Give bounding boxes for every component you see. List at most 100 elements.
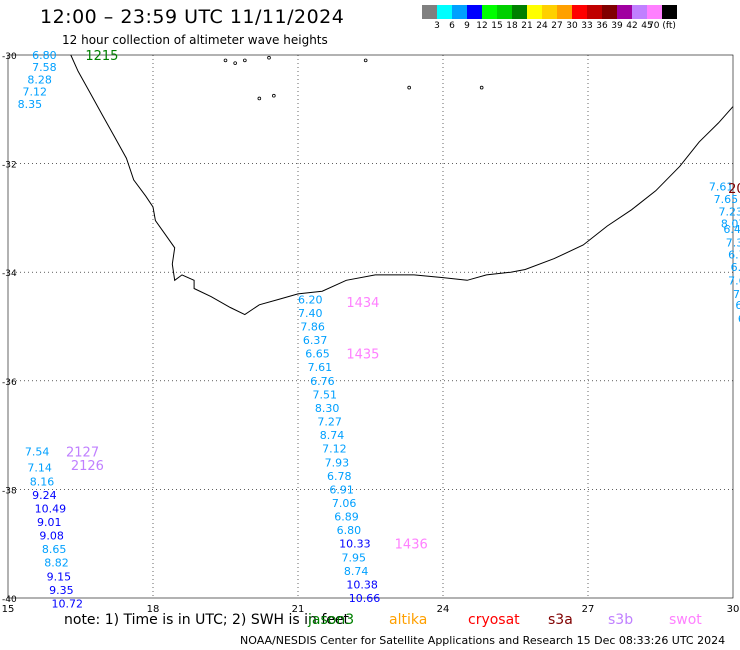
swh-value: 7.93 <box>325 456 350 469</box>
swh-value: 7.54 <box>25 445 49 458</box>
island <box>479 85 484 90</box>
latitude-tick-label: -34 <box>2 269 17 279</box>
swh-value: 8.74 <box>344 565 369 578</box>
legend-tick-label: 70 (ft) <box>648 21 676 31</box>
pass-time-label: 1436 <box>395 538 428 553</box>
swh-value: 6.91 <box>329 483 354 496</box>
legend-swatch <box>572 5 587 19</box>
swh-value: 9.01 <box>37 516 62 529</box>
swh-value: 6.76 <box>310 375 335 388</box>
island <box>363 58 368 63</box>
island <box>272 93 276 98</box>
swh-value: 9.24 <box>32 489 57 502</box>
latitude-tick-label: -38 <box>2 486 17 496</box>
swh-value: 10.38 <box>346 578 378 591</box>
swh-value: 7.27 <box>317 416 342 429</box>
legend-tick-label: 45 <box>641 21 653 31</box>
mission-label-swot: swot <box>669 612 702 628</box>
swh-value: 8.07 <box>721 217 740 230</box>
longitude-tick-label: 18 <box>147 604 160 615</box>
swh-value: 8.30 <box>315 402 340 415</box>
longitude-tick-label: 24 <box>437 604 450 615</box>
mission-label-cryosat: cryosat <box>468 612 520 628</box>
pass-time-label: 1435 <box>346 348 379 363</box>
swh-value: 10.66 <box>349 592 381 605</box>
swh-value: 6.62 <box>731 261 740 274</box>
swh-value: 6.79 <box>728 248 740 261</box>
legend-swatch <box>587 5 602 19</box>
swh-value: 8.16 <box>30 475 55 488</box>
swh-value: 9.35 <box>49 584 73 597</box>
swh-value: 9.08 <box>39 530 64 543</box>
latitude-tick-label: -30 <box>2 52 17 62</box>
swh-value: 6.46 <box>723 223 740 236</box>
legend-swatch <box>527 5 542 19</box>
legend-tick-label: 30 <box>566 21 578 31</box>
legend-tick-label: 33 <box>581 21 593 31</box>
coastline <box>70 54 734 316</box>
legend-swatch <box>542 5 557 19</box>
swh-value: 6.20 <box>298 293 323 306</box>
legend-swatch <box>662 5 677 19</box>
map-subtitle: 12 hour collection of altimeter wave hei… <box>62 33 328 47</box>
legend-tick-label: 15 <box>491 21 503 31</box>
swh-value: 7.86 <box>300 321 325 334</box>
island <box>223 58 228 63</box>
swh-value: 7.61 <box>308 361 333 374</box>
island <box>233 61 237 65</box>
island <box>267 55 271 60</box>
swh-value: 6.89 <box>334 511 359 524</box>
swh-value: 7.12 <box>23 85 48 98</box>
legend-tick-label: 39 <box>611 21 623 31</box>
swh-value: 7.58 <box>32 61 57 74</box>
footer-credit: NOAA/NESDIS Center for Satellite Applica… <box>240 634 726 647</box>
swh-value: 7.31 <box>726 236 740 249</box>
swh-value: 7.51 <box>313 388 338 401</box>
swh-value: 8.28 <box>27 73 52 86</box>
legend-swatch <box>557 5 572 19</box>
map-title: 12:00 – 23:59 UTC 11/11/2024 <box>40 6 345 28</box>
swh-value: 7.68 <box>728 274 740 287</box>
legend-swatch <box>467 5 482 19</box>
swh-value: 7.12 <box>322 443 347 456</box>
footer-note: note: 1) Time is in UTC; 2) SWH is in fe… <box>64 612 350 628</box>
pass-time-label: 2127 <box>66 445 99 460</box>
latitude-tick-label: -32 <box>2 161 17 171</box>
mission-label-altika: altika <box>389 612 428 628</box>
pass-time-label: 1215 <box>85 49 118 64</box>
legend-swatch <box>422 5 437 19</box>
swh-value: 6.78 <box>327 470 352 483</box>
legend-tick-label: 3 <box>434 21 440 31</box>
legend-swatch <box>437 5 452 19</box>
longitude-tick-label: 27 <box>582 604 595 615</box>
legend-swatch <box>617 5 632 19</box>
pass-time-label: 2126 <box>71 459 104 474</box>
swh-value: 6.80 <box>32 49 57 62</box>
swh-value: 7.06 <box>332 497 357 510</box>
latitude-tick-label: -40 <box>2 595 17 605</box>
legend-swatch <box>497 5 512 19</box>
legend-swatch <box>602 5 617 19</box>
color-legend <box>422 5 677 19</box>
legend-swatch <box>452 5 467 19</box>
swh-value: 7.23 <box>719 205 740 218</box>
island <box>257 96 262 101</box>
legend-swatch <box>632 5 647 19</box>
swh-value: 8.74 <box>320 429 345 442</box>
swh-value: 6.37 <box>303 334 328 347</box>
legend-swatch <box>482 5 497 19</box>
longitude-tick-label: 21 <box>292 604 305 615</box>
longitude-tick-label: 15 <box>2 604 15 615</box>
swh-value: 10.33 <box>339 538 371 551</box>
legend-tick-label: 12 <box>476 21 488 31</box>
swh-value: 6.9 <box>738 312 740 325</box>
legend-tick-label: 6 <box>449 21 455 31</box>
pass-time-label: 1434 <box>346 296 379 311</box>
legend-swatch <box>512 5 527 19</box>
latitude-tick-label: -36 <box>2 378 17 388</box>
swh-value: 7.40 <box>298 307 323 320</box>
mission-label-jason3: jason3 <box>308 612 355 628</box>
legend-tick-label: 24 <box>536 21 548 31</box>
island <box>407 85 411 90</box>
